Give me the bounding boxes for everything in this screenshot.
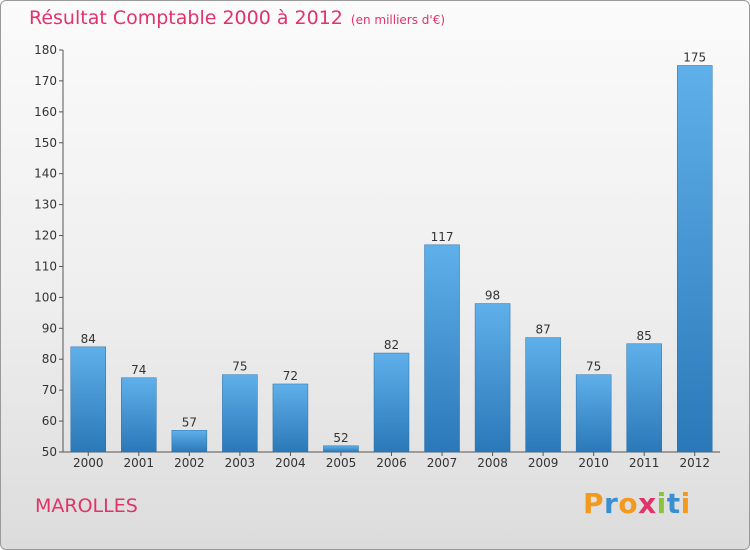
bar xyxy=(373,352,410,453)
x-tick-label: 2001 xyxy=(124,456,155,470)
bar xyxy=(121,377,157,453)
x-tick-label: 2005 xyxy=(326,456,357,470)
logo-letter: o xyxy=(618,487,639,520)
y-tick-label: 60 xyxy=(42,414,57,428)
logo-letter: i xyxy=(656,487,667,520)
data-label: 52 xyxy=(333,431,348,445)
proxiti-logo[interactable]: Proxiti xyxy=(583,487,691,520)
data-label: 117 xyxy=(431,230,454,244)
y-tick-label: 170 xyxy=(34,74,57,88)
data-label: 75 xyxy=(586,360,601,374)
bar xyxy=(171,430,208,453)
bar xyxy=(272,383,309,453)
logo-letter: x xyxy=(638,487,657,520)
y-tick-label: 120 xyxy=(34,229,57,243)
commune-name: MAROLLES xyxy=(35,495,138,517)
chart-unit: (en milliers d'€) xyxy=(350,13,446,27)
y-tick-label: 90 xyxy=(42,321,57,335)
y-tick-label: 70 xyxy=(42,383,57,397)
data-label: 57 xyxy=(182,415,197,429)
y-tick-label: 130 xyxy=(34,198,57,212)
chart-title-text: Résultat Comptable 2000 à 2012 xyxy=(29,7,343,29)
x-tick-label: 2009 xyxy=(528,456,559,470)
x-tick-label: 2004 xyxy=(275,456,306,470)
bar xyxy=(70,346,107,453)
x-tick-label: 2003 xyxy=(225,456,256,470)
data-label: 82 xyxy=(384,338,399,352)
y-tick-label: 150 xyxy=(34,136,57,150)
data-label: 87 xyxy=(535,323,550,337)
x-tick-label: 2008 xyxy=(477,456,508,470)
data-label: 84 xyxy=(81,332,96,346)
y-tick-label: 160 xyxy=(34,105,57,119)
data-label: 72 xyxy=(283,369,298,383)
data-label: 85 xyxy=(637,329,652,343)
bar xyxy=(222,374,258,453)
x-tick-label: 2010 xyxy=(578,456,609,470)
bar xyxy=(676,65,713,453)
x-tick-label: 2011 xyxy=(629,456,660,470)
bar xyxy=(323,445,359,453)
x-tick-label: 2007 xyxy=(427,456,458,470)
y-tick-label: 110 xyxy=(34,259,57,273)
data-label: 98 xyxy=(485,289,500,303)
bar xyxy=(575,374,612,453)
data-label: 74 xyxy=(131,363,146,377)
y-tick-label: 100 xyxy=(34,290,57,304)
bar xyxy=(626,343,662,453)
chart-title: Résultat Comptable 2000 à 2012 (en millie… xyxy=(29,7,445,29)
bar xyxy=(474,303,511,453)
x-tick-label: 2006 xyxy=(376,456,407,470)
data-label: 75 xyxy=(232,360,247,374)
y-tick-label: 80 xyxy=(42,352,57,366)
y-tick-label: 180 xyxy=(34,43,57,57)
bar xyxy=(424,244,460,453)
logo-letter: r xyxy=(604,487,619,520)
logo-letter: i xyxy=(680,487,691,520)
x-tick-label: 2000 xyxy=(73,456,104,470)
logo-letter: t xyxy=(666,487,681,520)
y-tick-label: 50 xyxy=(42,445,57,459)
logo-letter: P xyxy=(583,487,605,520)
bar xyxy=(525,337,561,453)
x-tick-label: 2002 xyxy=(174,456,205,470)
x-tick-label: 2012 xyxy=(679,456,710,470)
y-tick-label: 140 xyxy=(34,167,57,181)
data-label: 175 xyxy=(683,50,706,64)
